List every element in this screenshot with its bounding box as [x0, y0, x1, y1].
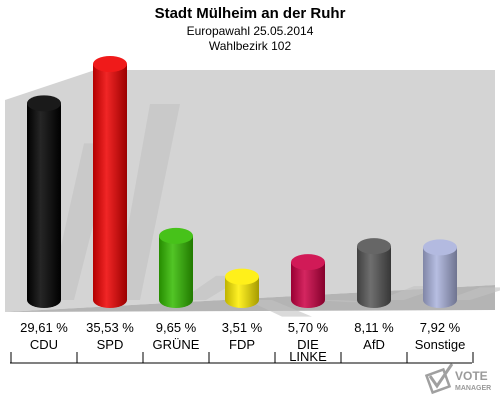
bars-group	[27, 56, 500, 317]
bar-body	[423, 247, 457, 308]
bar-top	[357, 238, 391, 255]
category-label: CDU	[30, 337, 58, 352]
bar-top	[159, 227, 193, 244]
category-label: DIE	[297, 337, 319, 352]
bar-shadow	[247, 300, 312, 317]
vote-manager-logo: VOTE MANAGER	[424, 363, 491, 395]
bar-body	[357, 246, 391, 308]
value-label: 5,70 %	[288, 320, 329, 335]
bar-body	[225, 276, 259, 308]
bar-top	[291, 254, 325, 271]
value-labels-group: 29,61 % 35,53 % 9,65 % 3,51 % 5,70 % 8,11 % 7,…	[20, 320, 461, 335]
bar-body	[27, 103, 61, 308]
value-label: 9,65 %	[156, 320, 197, 335]
bar-top	[27, 95, 61, 112]
chart-title: Stadt Mülheim an der Ruhr	[155, 5, 346, 22]
watermark-line2: MANAGER	[455, 385, 491, 392]
bar-fdp	[225, 268, 259, 308]
bar-afd	[357, 238, 391, 308]
category-label: Sonstige	[415, 337, 466, 352]
bar-body	[291, 262, 325, 308]
category-label: SPD	[97, 337, 124, 352]
value-label: 7,92 %	[420, 320, 461, 335]
value-label: 35,53 %	[86, 320, 134, 335]
value-label: 29,61 %	[20, 320, 68, 335]
bar-top	[423, 239, 457, 256]
category-label: GRÜNE	[153, 337, 200, 352]
chart-subtitle: Europawahl 25.05.2014	[187, 24, 314, 38]
watermark-line1: VOTE	[455, 369, 488, 383]
value-label: 3,51 %	[222, 320, 263, 335]
bar-die-linke	[291, 254, 325, 308]
checkmark-icon	[424, 363, 454, 395]
bar-shadow	[445, 287, 500, 300]
category-label: LINKE	[289, 349, 327, 364]
category-label: FDP	[229, 337, 255, 352]
category-label: AfD	[363, 337, 385, 352]
bar-top	[93, 56, 127, 72]
chart-district: Wahlbezirk 102	[209, 39, 292, 53]
bar-body	[93, 64, 127, 308]
bar-sonstige	[423, 239, 457, 308]
bar-grüne	[159, 227, 193, 308]
bar-cdu	[27, 95, 61, 308]
bar-spd	[93, 56, 127, 308]
bar-shadow	[115, 104, 180, 300]
value-label: 8,11 %	[354, 320, 394, 335]
bar-body	[159, 235, 193, 308]
bar-top	[225, 268, 259, 285]
